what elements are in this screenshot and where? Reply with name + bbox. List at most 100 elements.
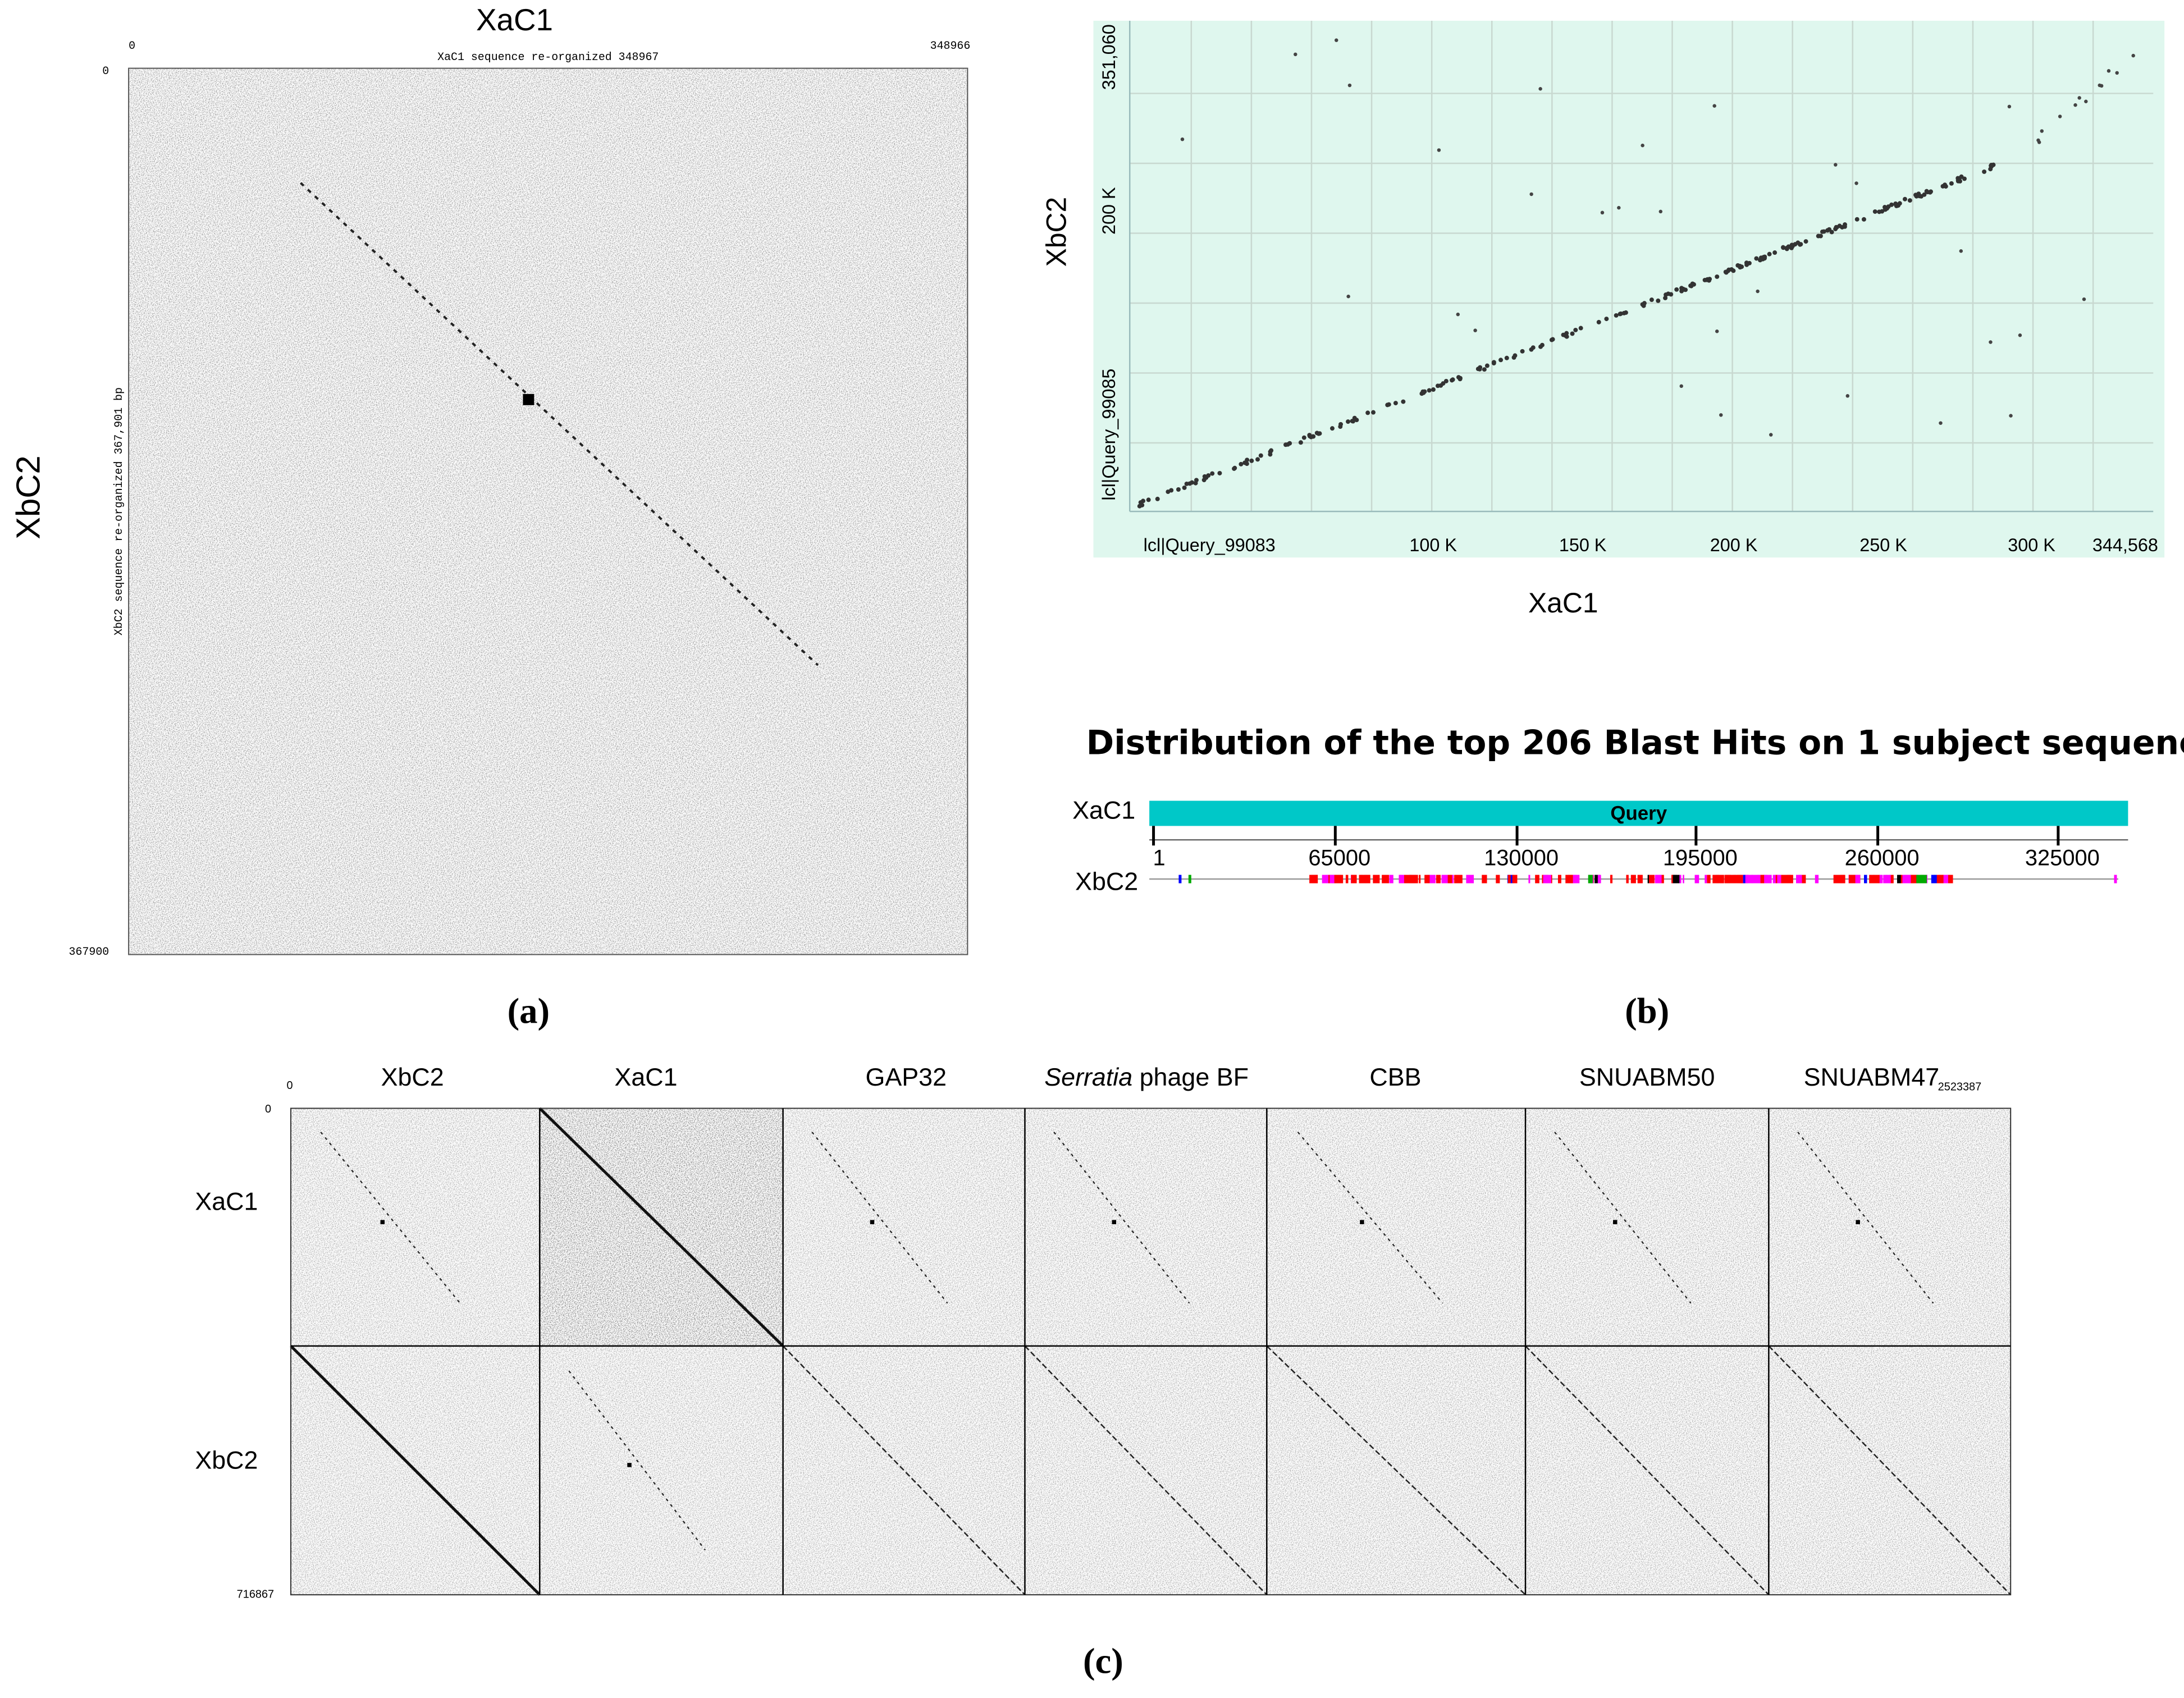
scale-label: 260000	[1845, 846, 1920, 871]
dot	[1443, 378, 1449, 383]
hit	[1909, 875, 1918, 884]
dot	[1346, 294, 1350, 299]
hit	[1889, 875, 1894, 884]
dot	[1269, 448, 1274, 453]
hit	[1362, 875, 1367, 884]
dot	[1268, 452, 1273, 457]
dot	[1155, 496, 1160, 501]
dot	[1301, 435, 1306, 440]
dot	[1913, 193, 1918, 198]
dot	[1520, 349, 1525, 354]
dot	[1845, 394, 1850, 398]
dot	[2084, 99, 2088, 103]
dot	[2082, 297, 2086, 301]
hit	[1445, 875, 1448, 884]
hit	[1447, 875, 1452, 884]
hit	[1557, 875, 1561, 884]
cell-noise	[1025, 1108, 1267, 1346]
diagonal	[568, 1370, 706, 1551]
diagonal	[538, 1107, 784, 1347]
dot	[1781, 245, 1786, 250]
cell-noise	[1525, 1108, 1769, 1346]
dot	[1365, 410, 1370, 415]
dot	[1825, 228, 1830, 233]
dot	[1166, 489, 1171, 495]
hit	[2114, 875, 2117, 884]
hit	[1360, 875, 1363, 884]
dot	[1649, 298, 1654, 302]
panel-label: (a)	[508, 991, 550, 1031]
dot	[1450, 378, 1455, 383]
dot	[1917, 194, 1922, 199]
dotplot-matrix	[290, 1107, 2012, 1596]
dotplot-noise	[129, 68, 968, 955]
hit	[1528, 875, 1530, 884]
panel-a-title: XaC1	[476, 2, 553, 37]
hit	[1787, 875, 1793, 884]
x-tick-label: 344,568	[2092, 535, 2158, 555]
column-label-italic: Serratia	[1044, 1063, 1132, 1091]
dot	[1756, 289, 1760, 294]
cell-noise	[1769, 1108, 2011, 1346]
y-title: XbC2	[10, 455, 47, 539]
hit	[1855, 875, 1861, 884]
hit	[1920, 875, 1927, 884]
dot	[1989, 340, 1993, 344]
dot	[2018, 333, 2022, 337]
dot	[1816, 234, 1821, 239]
dot	[2115, 71, 2119, 75]
y-tick-label: lcl|Query_99085	[1099, 369, 1119, 501]
dot	[1843, 222, 1847, 227]
cell-noise	[291, 1108, 540, 1346]
hit	[1373, 875, 1380, 884]
dot	[1146, 497, 1151, 502]
x-start: 0	[129, 39, 135, 52]
hit	[1737, 875, 1743, 884]
dot-blob	[1112, 1220, 1117, 1224]
hit	[1309, 875, 1318, 884]
hit	[1725, 875, 1733, 884]
hit	[1649, 875, 1655, 884]
hit	[1588, 875, 1593, 884]
hit	[1352, 875, 1357, 884]
x-tick-label: 150 K	[1559, 535, 1607, 555]
hit	[1840, 875, 1845, 884]
hit	[1903, 875, 1911, 884]
dot	[1255, 457, 1260, 462]
hit	[1542, 875, 1544, 884]
hit	[1329, 875, 1335, 884]
y-start: 0	[265, 1103, 271, 1115]
hit	[1543, 875, 1551, 884]
dot	[1249, 458, 1254, 463]
column-label: SNUABM50	[1579, 1063, 1715, 1091]
column-label: SNUABM47	[1804, 1063, 1940, 1091]
matrix-frame	[290, 1107, 2012, 1596]
dot	[1943, 184, 1948, 189]
dot	[1498, 358, 1504, 363]
y-caption: XbC2 sequence re-organized 367,901 bp	[112, 387, 125, 635]
hit	[1760, 875, 1765, 884]
dot	[1962, 176, 1967, 181]
dot	[1314, 431, 1319, 436]
dot-blob	[1856, 1220, 1860, 1224]
hit	[1833, 875, 1840, 884]
panel-label: (c)	[1083, 1641, 1123, 1682]
dot	[1538, 87, 1542, 91]
dot	[1504, 355, 1509, 360]
scale-label: 65000	[1308, 846, 1370, 871]
dot	[1530, 345, 1536, 350]
hit	[1745, 875, 1753, 884]
hit	[1410, 875, 1418, 884]
hit	[1775, 875, 1778, 884]
dot	[1902, 196, 1907, 202]
hit	[1573, 875, 1580, 884]
dot	[1600, 210, 1605, 215]
hit	[1507, 875, 1511, 884]
hit	[1345, 875, 1349, 884]
dot	[1641, 303, 1646, 308]
dot	[2107, 69, 2111, 73]
hit	[1938, 875, 1944, 884]
hit	[1683, 875, 1684, 884]
hit	[1781, 875, 1785, 884]
dot	[1139, 503, 1144, 508]
